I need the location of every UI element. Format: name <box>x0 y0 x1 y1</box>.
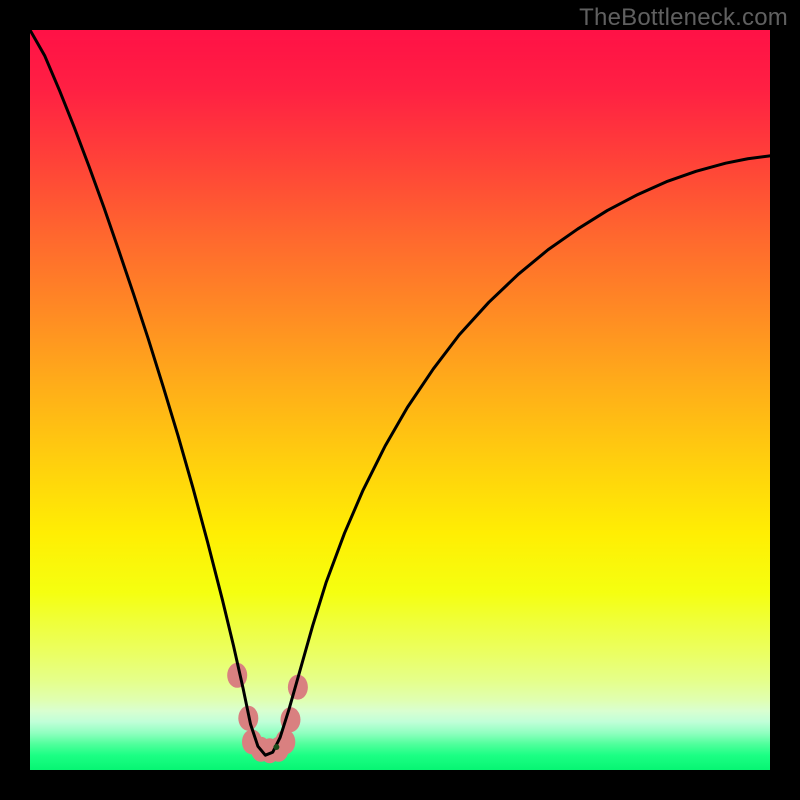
chart-svg <box>30 30 770 770</box>
bottleneck-chart <box>30 30 770 770</box>
gradient-background <box>30 30 770 770</box>
watermark-text: TheBottleneck.com <box>579 4 788 32</box>
min-point-dot <box>273 744 279 750</box>
